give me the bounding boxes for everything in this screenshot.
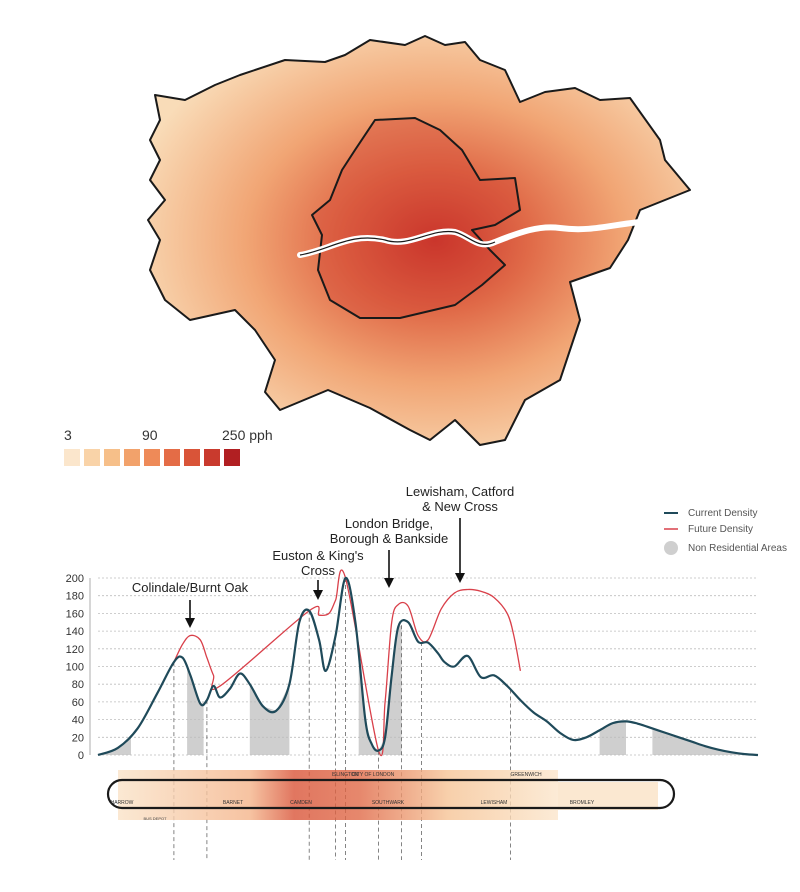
- route-outline: [106, 778, 676, 810]
- annotation-line: Cross: [301, 563, 335, 578]
- strip-label-top: ISLINGTON: [332, 772, 359, 778]
- scale-swatches: [64, 449, 240, 466]
- annotation-label: Colindale/Burnt Oak: [132, 580, 249, 595]
- density-scale: 3 90 250 pph: [64, 427, 273, 466]
- annotation-line: Lewisham, Catford: [406, 484, 514, 499]
- scale-label-max: 250 pph: [222, 427, 273, 443]
- scale-swatch: [144, 449, 160, 466]
- scale-swatch: [184, 449, 200, 466]
- legend-current-label: Current Density: [688, 508, 757, 519]
- annotation-label: Lewisham, Catford & New Cross: [406, 484, 514, 514]
- scale-swatch: [204, 449, 220, 466]
- scale-swatch: [124, 449, 140, 466]
- non-residential-band: [187, 667, 204, 755]
- annotation-arrow-head: [455, 573, 465, 583]
- strip-label-bottom: LEWISHAM: [481, 800, 508, 806]
- y-tick-label: 140: [66, 626, 84, 638]
- y-tick-label: 120: [66, 644, 84, 656]
- scale-swatch: [64, 449, 80, 466]
- y-tick-label: 200: [66, 573, 84, 585]
- scale-swatch: [84, 449, 100, 466]
- non-residential-band: [652, 728, 758, 755]
- non-residential-bands: [98, 625, 758, 755]
- strip-label-top: CITY OF LONDON: [352, 772, 395, 778]
- strip-label-bottom: BROMLEY: [570, 800, 595, 806]
- inner-london-boundary: [311, 117, 521, 319]
- non-residential-band: [98, 734, 131, 755]
- scale-swatch: [164, 449, 180, 466]
- chart-legend: Current Density Future Density Non Resid…: [664, 508, 787, 555]
- scale-swatch: [104, 449, 120, 466]
- y-tick-label: 0: [78, 750, 84, 762]
- legend-future-label: Future Density: [688, 524, 753, 535]
- y-tick-label: 80: [72, 679, 84, 691]
- current-density-line: [97, 576, 759, 757]
- non-residential-band: [358, 625, 402, 755]
- annotation-label: London Bridge, Borough & Bankside: [330, 516, 449, 546]
- y-tick-label: 180: [66, 591, 84, 603]
- annotation-line: London Bridge,: [345, 516, 433, 531]
- strip-heat: [118, 770, 558, 820]
- strip-label-bottom: CAMDEN: [290, 800, 312, 806]
- london-density-map: [147, 35, 691, 446]
- strip-label-bottom: BARNET: [223, 800, 243, 806]
- legend-nonres-swatch: [664, 541, 678, 555]
- annotation-arrow-head: [185, 618, 195, 628]
- strip-label-top: GREENWICH: [510, 772, 542, 778]
- scale-swatch: [224, 449, 240, 466]
- annotation-arrow-head: [313, 590, 323, 600]
- y-tick-label: 100: [66, 662, 84, 674]
- annotation-arrow-head: [384, 578, 394, 588]
- annotation-line: Euston & King's: [272, 548, 364, 563]
- scale-label-mid: 90: [142, 427, 158, 443]
- y-tick-label: 20: [72, 732, 84, 744]
- strip-heat-east: [558, 782, 658, 810]
- y-axis: 0 20 40 60 80 100 120 140 160 180 200: [66, 573, 91, 762]
- scale-label-min: 3: [64, 427, 72, 443]
- y-tick-label: 40: [72, 715, 84, 727]
- strip-note: BUS DEPOT: [143, 816, 167, 821]
- non-residential-band: [599, 721, 626, 755]
- y-tick-label: 160: [66, 608, 84, 620]
- y-tick-label: 60: [72, 697, 84, 709]
- future-density-line: [173, 569, 522, 757]
- annotation-line: Borough & Bankside: [330, 531, 449, 546]
- annotation-label: Euston & King's Cross: [272, 548, 364, 578]
- gridlines: [98, 577, 758, 756]
- strip-label-bottom: HARROW: [111, 800, 134, 806]
- strip-label-bottom: SOUTHWARK: [372, 800, 405, 806]
- annotation-line: Colindale/Burnt Oak: [132, 580, 249, 595]
- legend-nonres-label: Non Residential Areas: [688, 543, 787, 554]
- density-profile-chart: 0 20 40 60 80 100 120 140 160 180 200 Colindale/Bu…: [66, 484, 759, 860]
- annotation-line: & New Cross: [422, 499, 498, 514]
